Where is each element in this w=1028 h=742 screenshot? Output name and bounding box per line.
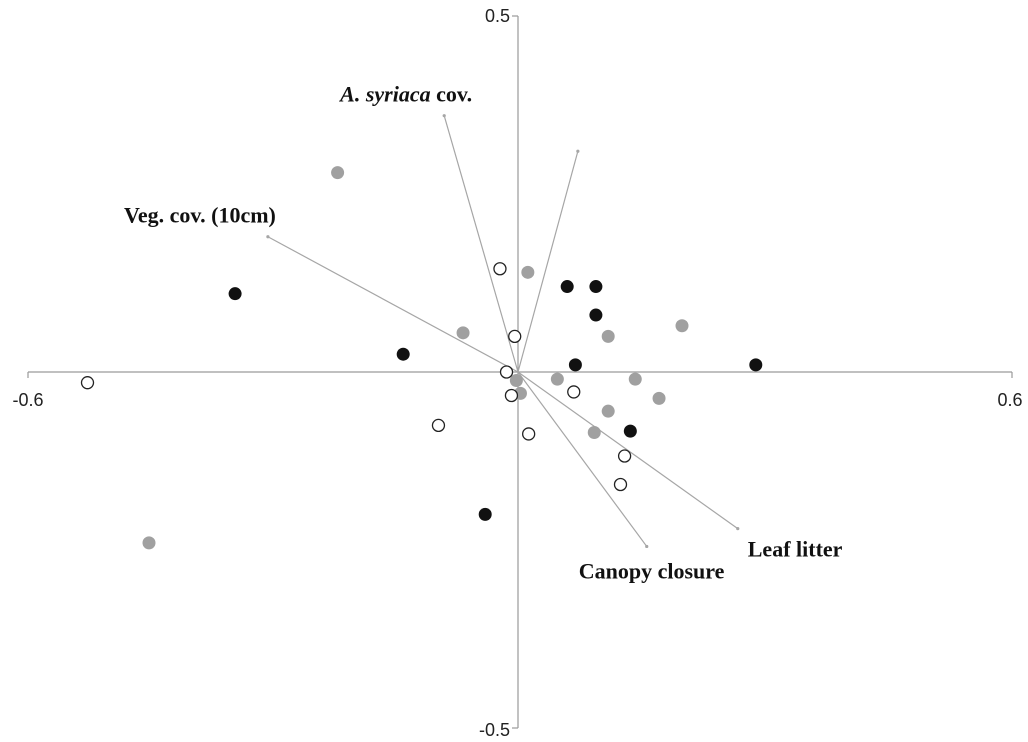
data-point-filled-gray-7 — [509, 374, 523, 388]
data-point-filled-gray-0 — [331, 166, 345, 180]
data-point-open-2 — [508, 329, 522, 344]
data-point-open-5 — [567, 385, 581, 399]
vector-label-text-4: Canopy closure — [579, 558, 725, 583]
data-point-filled-gray-12 — [142, 536, 156, 550]
data-point-filled-black-2 — [478, 507, 492, 521]
y-tick-label-max: 0.5 — [485, 6, 510, 26]
data-point-filled-gray-6 — [628, 372, 642, 386]
vector-arrowhead-4 — [645, 544, 649, 549]
data-point-open-3 — [499, 365, 514, 379]
data-point-filled-black-8 — [623, 424, 637, 438]
data-point-open-7 — [431, 418, 446, 433]
vector-label-3: Leaf litter — [748, 537, 843, 562]
vector-labels-layer: A. syriaca cov. Veg. cov. (10cm) Leaf litt… — [124, 82, 843, 584]
data-point-filled-gray-1 — [456, 326, 470, 340]
vector-arrow-2 — [267, 236, 519, 373]
data-point-open-9 — [613, 477, 628, 492]
vector-label-text-2: Veg. cov. (10cm) — [124, 203, 276, 228]
vector-label-2: Veg. cov. (10cm) — [124, 203, 276, 228]
vector-arrowhead-3 — [736, 527, 740, 531]
vector-arrowhead-0 — [442, 114, 446, 118]
data-point-filled-black-0 — [228, 287, 242, 301]
x-tick-label-min: -0.6 — [12, 390, 43, 410]
data-point-open-1 — [493, 262, 507, 276]
data-point-filled-gray-2 — [521, 265, 535, 279]
vector-arrowhead-1 — [576, 149, 580, 153]
data-point-filled-black-6 — [568, 358, 582, 372]
vector-label-4: Canopy closure — [579, 558, 725, 583]
data-point-filled-black-5 — [589, 308, 603, 322]
y-tick-label-min: -0.5 — [479, 720, 510, 740]
data-point-filled-gray-11 — [587, 426, 601, 440]
data-point-open-4 — [504, 388, 519, 403]
data-point-filled-black-7 — [749, 358, 763, 372]
vector-label-0: A. syriaca cov. — [338, 82, 472, 107]
data-point-filled-black-4 — [589, 280, 603, 294]
data-point-open-6 — [522, 427, 536, 441]
data-point-filled-gray-10 — [652, 391, 666, 405]
vector-label-italic-0: A. syriaca — [338, 82, 430, 107]
vector-arrow-1 — [517, 151, 579, 373]
data-point-filled-gray-5 — [550, 372, 564, 386]
vector-label-text-3: Leaf litter — [748, 537, 843, 562]
data-point-filled-black-3 — [560, 280, 574, 294]
vector-label-text-0: cov. — [431, 82, 473, 107]
points-layer — [80, 166, 763, 550]
vector-arrowhead-2 — [266, 235, 270, 239]
data-point-open-8 — [617, 449, 632, 463]
vectors-layer — [266, 114, 740, 549]
data-point-filled-gray-3 — [601, 329, 615, 343]
axes-layer: -0.6 0.6 0.5 -0.5 — [12, 6, 1022, 740]
data-point-open-0 — [80, 376, 95, 390]
data-point-filled-gray-9 — [601, 404, 615, 418]
data-point-filled-black-1 — [396, 347, 410, 361]
x-tick-label-max: 0.6 — [997, 390, 1022, 410]
data-point-filled-gray-4 — [675, 319, 689, 333]
vector-arrow-0 — [443, 115, 519, 373]
vector-arrow-4 — [517, 371, 648, 547]
